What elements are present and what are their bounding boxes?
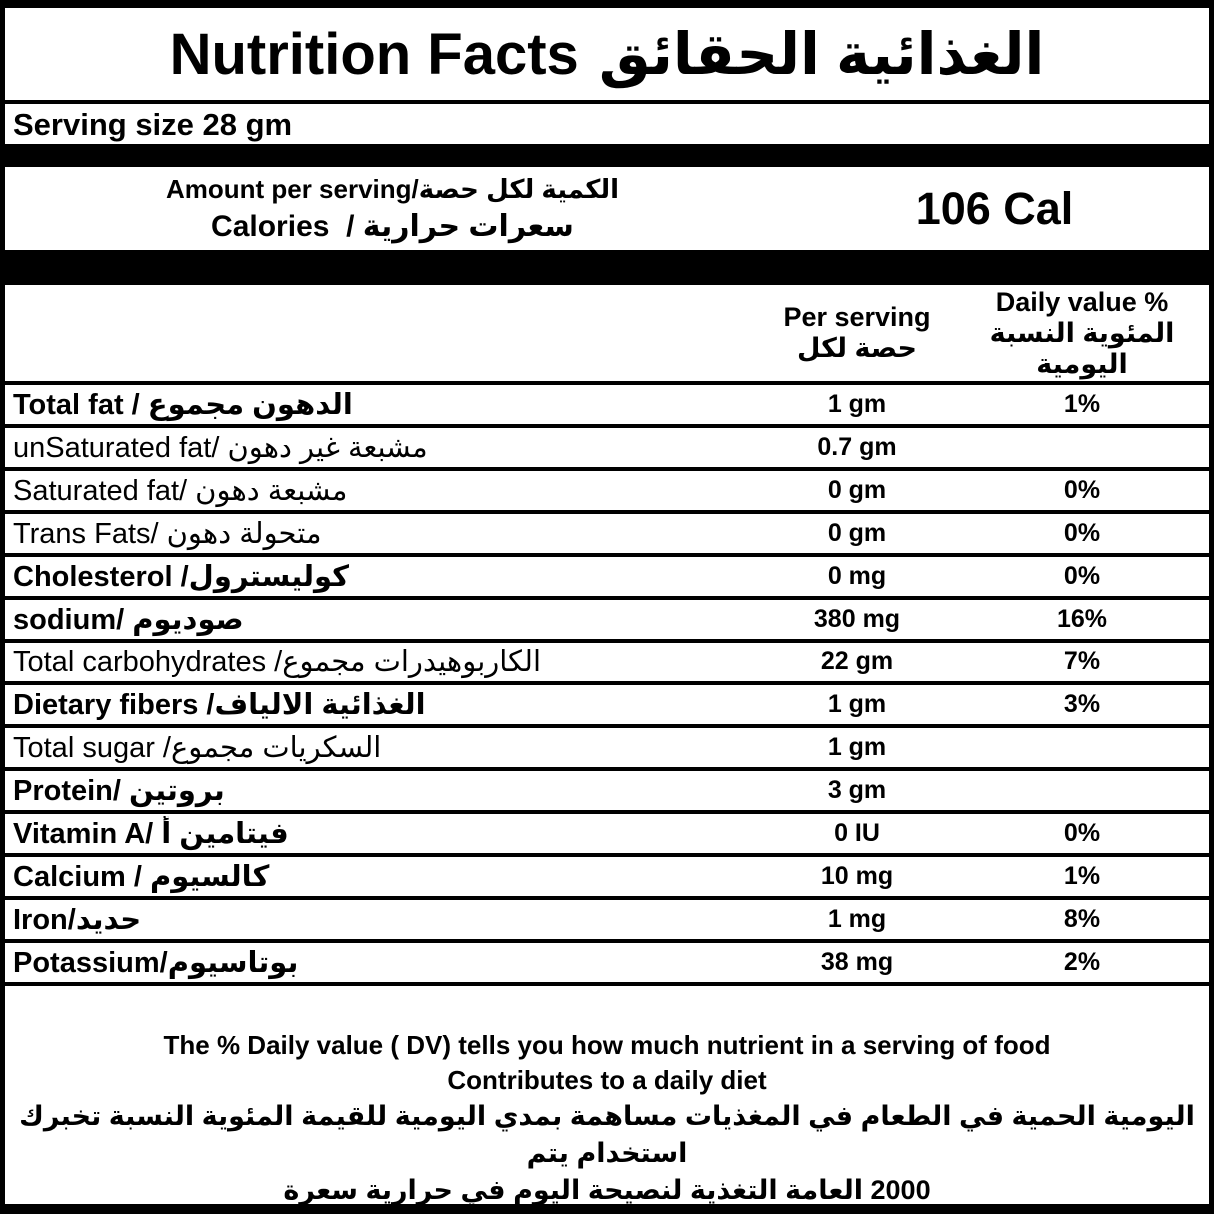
daily-value-header-ar-2: اليومية xyxy=(1036,349,1128,379)
calories-value: 106 Cal xyxy=(915,182,1074,234)
footnote: The % Daily value ( DV) tells you how mu… xyxy=(5,986,1209,1205)
daily-value-percent: 2% xyxy=(1063,947,1101,976)
nutrient-label: Total carbohydrates /مجموع‎ الكاربوهيدرا… xyxy=(13,646,542,679)
title-arabic: الحقائق‎ الغذائية xyxy=(598,22,1045,87)
calories-labels: Amount per serving/الكمية لكل حصة Calori… xyxy=(5,167,780,250)
calories-label: Calories / سعرات حرارية xyxy=(211,210,574,243)
amount-value: 0 gm xyxy=(827,518,887,547)
amount-value: 22 gm xyxy=(820,647,894,676)
amount-value: 10 mg xyxy=(820,862,894,891)
daily-value-percent: 8% xyxy=(1063,905,1101,934)
table-row-iron: Iron/حديد 1 mg 8% xyxy=(5,900,1209,943)
nutrient-label: Total fat / مجموع‎ الدهون xyxy=(13,388,353,421)
table-row-total-fat: Total fat / مجموع‎ الدهون 1 gm 1% xyxy=(5,385,1209,428)
table-row-total-carbohydrates: Total carbohydrates /مجموع‎ الكاربوهيدرا… xyxy=(5,643,1209,686)
footnote-line-en-1: The % Daily value ( DV) tells you how mu… xyxy=(163,1030,1051,1060)
amount-value: 0 mg xyxy=(827,561,887,590)
table-row-calcium: Calcium / كالسيوم 10 mg 1% xyxy=(5,857,1209,901)
daily-value-percent: 3% xyxy=(1063,690,1101,719)
amount-value: 0.7 gm xyxy=(817,432,897,461)
amount-per-serving-label: Amount per serving/الكمية لكل حصة xyxy=(165,174,620,204)
nutrient-label: Dietary fibers /الالياف‎ الغذائية xyxy=(13,689,426,722)
daily-value-header-en: Daily value % xyxy=(995,287,1169,317)
table-header-row: Per serving لكل‎ حصة Daily value % النسب… xyxy=(5,285,1209,385)
divider-bar xyxy=(5,144,1209,167)
nutrient-label: Protein/ بروتين xyxy=(13,775,225,808)
amount-value: 1 mg xyxy=(827,905,887,934)
nutrient-label: Potassium/بوتاسيوم xyxy=(13,946,299,979)
footnote-line-ar-1: تخبرك‎ النسبة‎ المئوية‎ للقيمة‎ اليومية‎… xyxy=(19,1101,1195,1168)
amount-value: 1 gm xyxy=(827,690,887,719)
amount-value: 0 gm xyxy=(827,475,887,504)
table-row-total-sugar: Total sugar /مجموع‎ السكريات 1 gm xyxy=(5,728,1209,772)
per-serving-header-en: Per serving xyxy=(783,302,931,332)
daily-value-percent: 0% xyxy=(1063,475,1101,504)
daily-value-percent: 1% xyxy=(1063,862,1101,891)
amount-value: 380 mg xyxy=(813,604,901,633)
amount-value: 0 IU xyxy=(834,819,880,848)
table-row-vitamin-a: Vitamin A/ فيتامين أ 0 IU 0% xyxy=(5,814,1209,858)
nutrient-table: Total fat / مجموع‎ الدهون 1 gm 1% unSatu… xyxy=(5,385,1209,986)
amount-value: 1 gm xyxy=(827,389,887,418)
table-row-dietary-fibers: Dietary fibers /الالياف‎ الغذائية 1 gm 3… xyxy=(5,685,1209,729)
table-row-protein: Protein/ بروتين 3 gm xyxy=(5,771,1209,815)
table-row-unsaturated-fat: unSaturated fat/ دهون‎ غير‎ مشبعة 0.7 gm xyxy=(5,428,1209,471)
per-serving-column-header: Per serving لكل‎ حصة xyxy=(759,285,955,381)
calories-section: Amount per serving/الكمية لكل حصة Calori… xyxy=(5,167,1209,250)
nutrient-label: Cholesterol /كوليسترول xyxy=(13,560,350,593)
divider-bar xyxy=(5,250,1209,285)
nutrient-label: Total sugar /مجموع‎ السكريات xyxy=(13,732,382,765)
per-serving-header-ar: لكل‎ حصة xyxy=(797,333,917,363)
nutrient-label: Trans Fats/ دهون‎ متحولة xyxy=(13,517,322,550)
daily-value-percent: 0% xyxy=(1063,518,1101,547)
nutrient-label: unSaturated fat/ دهون‎ غير‎ مشبعة xyxy=(13,431,428,464)
nutrient-label: Saturated fat/ دهون‎ مشبعة xyxy=(13,474,348,507)
bottom-bar xyxy=(5,1204,1209,1214)
nutrient-label: Vitamin A/ فيتامين أ xyxy=(13,818,289,851)
amount-value: 3 gm xyxy=(827,776,887,805)
table-row-trans-fats: Trans Fats/ دهون‎ متحولة 0 gm 0% xyxy=(5,514,1209,557)
serving-size-label: Serving size 28 gm xyxy=(13,107,293,142)
footnote-line-en-2: Contributes to a daily diet xyxy=(447,1065,767,1095)
table-header-spacer xyxy=(5,285,759,381)
daily-value-percent: 7% xyxy=(1063,647,1101,676)
nutrient-label: Calcium / كالسيوم xyxy=(13,861,270,894)
title-english: Nutrition Facts xyxy=(169,21,579,87)
amount-value: 1 gm xyxy=(827,733,887,762)
page-title: Nutrition Facts الحقائق‎ الغذائية xyxy=(5,8,1209,104)
nutrient-label: Iron/حديد xyxy=(13,904,142,937)
table-row-sodium: sodium/ صوديوم 380 mg 16% xyxy=(5,600,1209,643)
footnote-line-ar-2: سعرة‎ حرارية‎ في‎ اليوم‎ لنصيحة‎ التغذية… xyxy=(283,1175,931,1205)
daily-value-percent: 16% xyxy=(1056,604,1108,633)
table-row-cholesterol: Cholesterol /كوليسترول 0 mg 0% xyxy=(5,557,1209,600)
daily-value-percent: 0% xyxy=(1063,561,1101,590)
daily-value-percent: 0% xyxy=(1063,819,1101,848)
table-row-saturated-fat: Saturated fat/ دهون‎ مشبعة 0 gm 0% xyxy=(5,471,1209,514)
daily-value-percent: 1% xyxy=(1063,389,1101,418)
nutrient-label: sodium/ صوديوم xyxy=(13,603,244,636)
daily-value-header-ar-1: النسبة‎ المئوية xyxy=(989,318,1175,348)
table-row-potassium: Potassium/بوتاسيوم 38 mg 2% xyxy=(5,943,1209,986)
daily-value-column-header: Daily value % النسبة‎ المئوية اليومية xyxy=(955,285,1209,381)
amount-value: 38 mg xyxy=(820,947,894,976)
